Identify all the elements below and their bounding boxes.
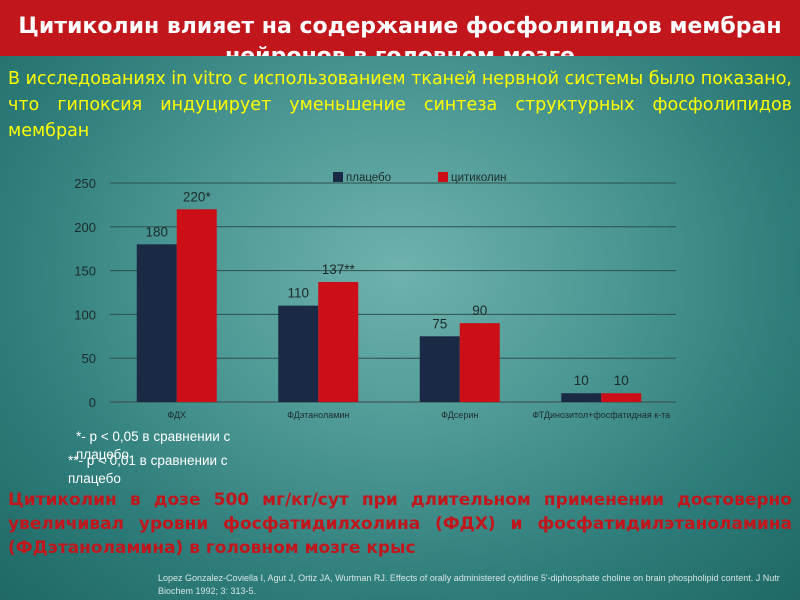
- y-tick-label: 0: [89, 395, 96, 410]
- y-tick-label: 200: [74, 220, 96, 235]
- legend-label: плацебо: [346, 172, 391, 184]
- bar-placebo: [419, 336, 460, 402]
- y-tick-label: 100: [74, 307, 96, 322]
- bar-citicoline: [459, 323, 500, 402]
- data-label: 220*: [183, 189, 212, 204]
- legend-swatch: [333, 172, 343, 182]
- bar-citicoline: [176, 209, 217, 402]
- x-tick-label: ФДсерин: [441, 410, 478, 420]
- bar-placebo: [278, 305, 319, 402]
- data-label: 10: [614, 373, 629, 388]
- y-tick-label: 250: [74, 176, 96, 191]
- data-label: 137**: [322, 262, 356, 277]
- legend-label: цитиколин: [451, 172, 507, 184]
- significance-note-2: **- p < 0,01 в сравнении с плацебо: [68, 453, 228, 486]
- bar-citicoline: [318, 281, 359, 402]
- reference-citation: Lopez Gonzalez-Coviella I, Agut J, Ortiz…: [158, 573, 780, 596]
- title-bar: Цитиколин влияет на содержание фосфолипи…: [0, 0, 800, 56]
- data-label: 10: [574, 373, 589, 388]
- data-label: 110: [287, 286, 309, 301]
- data-label: 90: [472, 303, 487, 318]
- legend-swatch: [438, 172, 448, 182]
- intro-text: В исследованиях in vitro с использование…: [8, 69, 792, 141]
- x-tick-label: ФДэтаноламин: [287, 410, 349, 420]
- conclusion-text: Цитиколин в дозе 500 мг/кг/сут при длите…: [8, 490, 792, 558]
- data-label: 75: [432, 316, 447, 331]
- y-tick-label: 50: [82, 351, 96, 366]
- x-tick-label: ФДХ: [167, 410, 186, 420]
- x-tick-label: ФТДинозитол+фосфатидная к-та: [532, 410, 670, 420]
- bar-placebo: [561, 393, 602, 402]
- bar-placebo: [136, 244, 177, 402]
- significance-note-1: *- p < 0,05 в сравнении с плацебо: [76, 429, 231, 462]
- data-label: 180: [145, 224, 168, 239]
- slide-title: Цитиколин влияет на содержание фосфолипи…: [18, 14, 782, 56]
- bar-citicoline: [601, 393, 642, 402]
- y-tick-label: 150: [74, 264, 96, 279]
